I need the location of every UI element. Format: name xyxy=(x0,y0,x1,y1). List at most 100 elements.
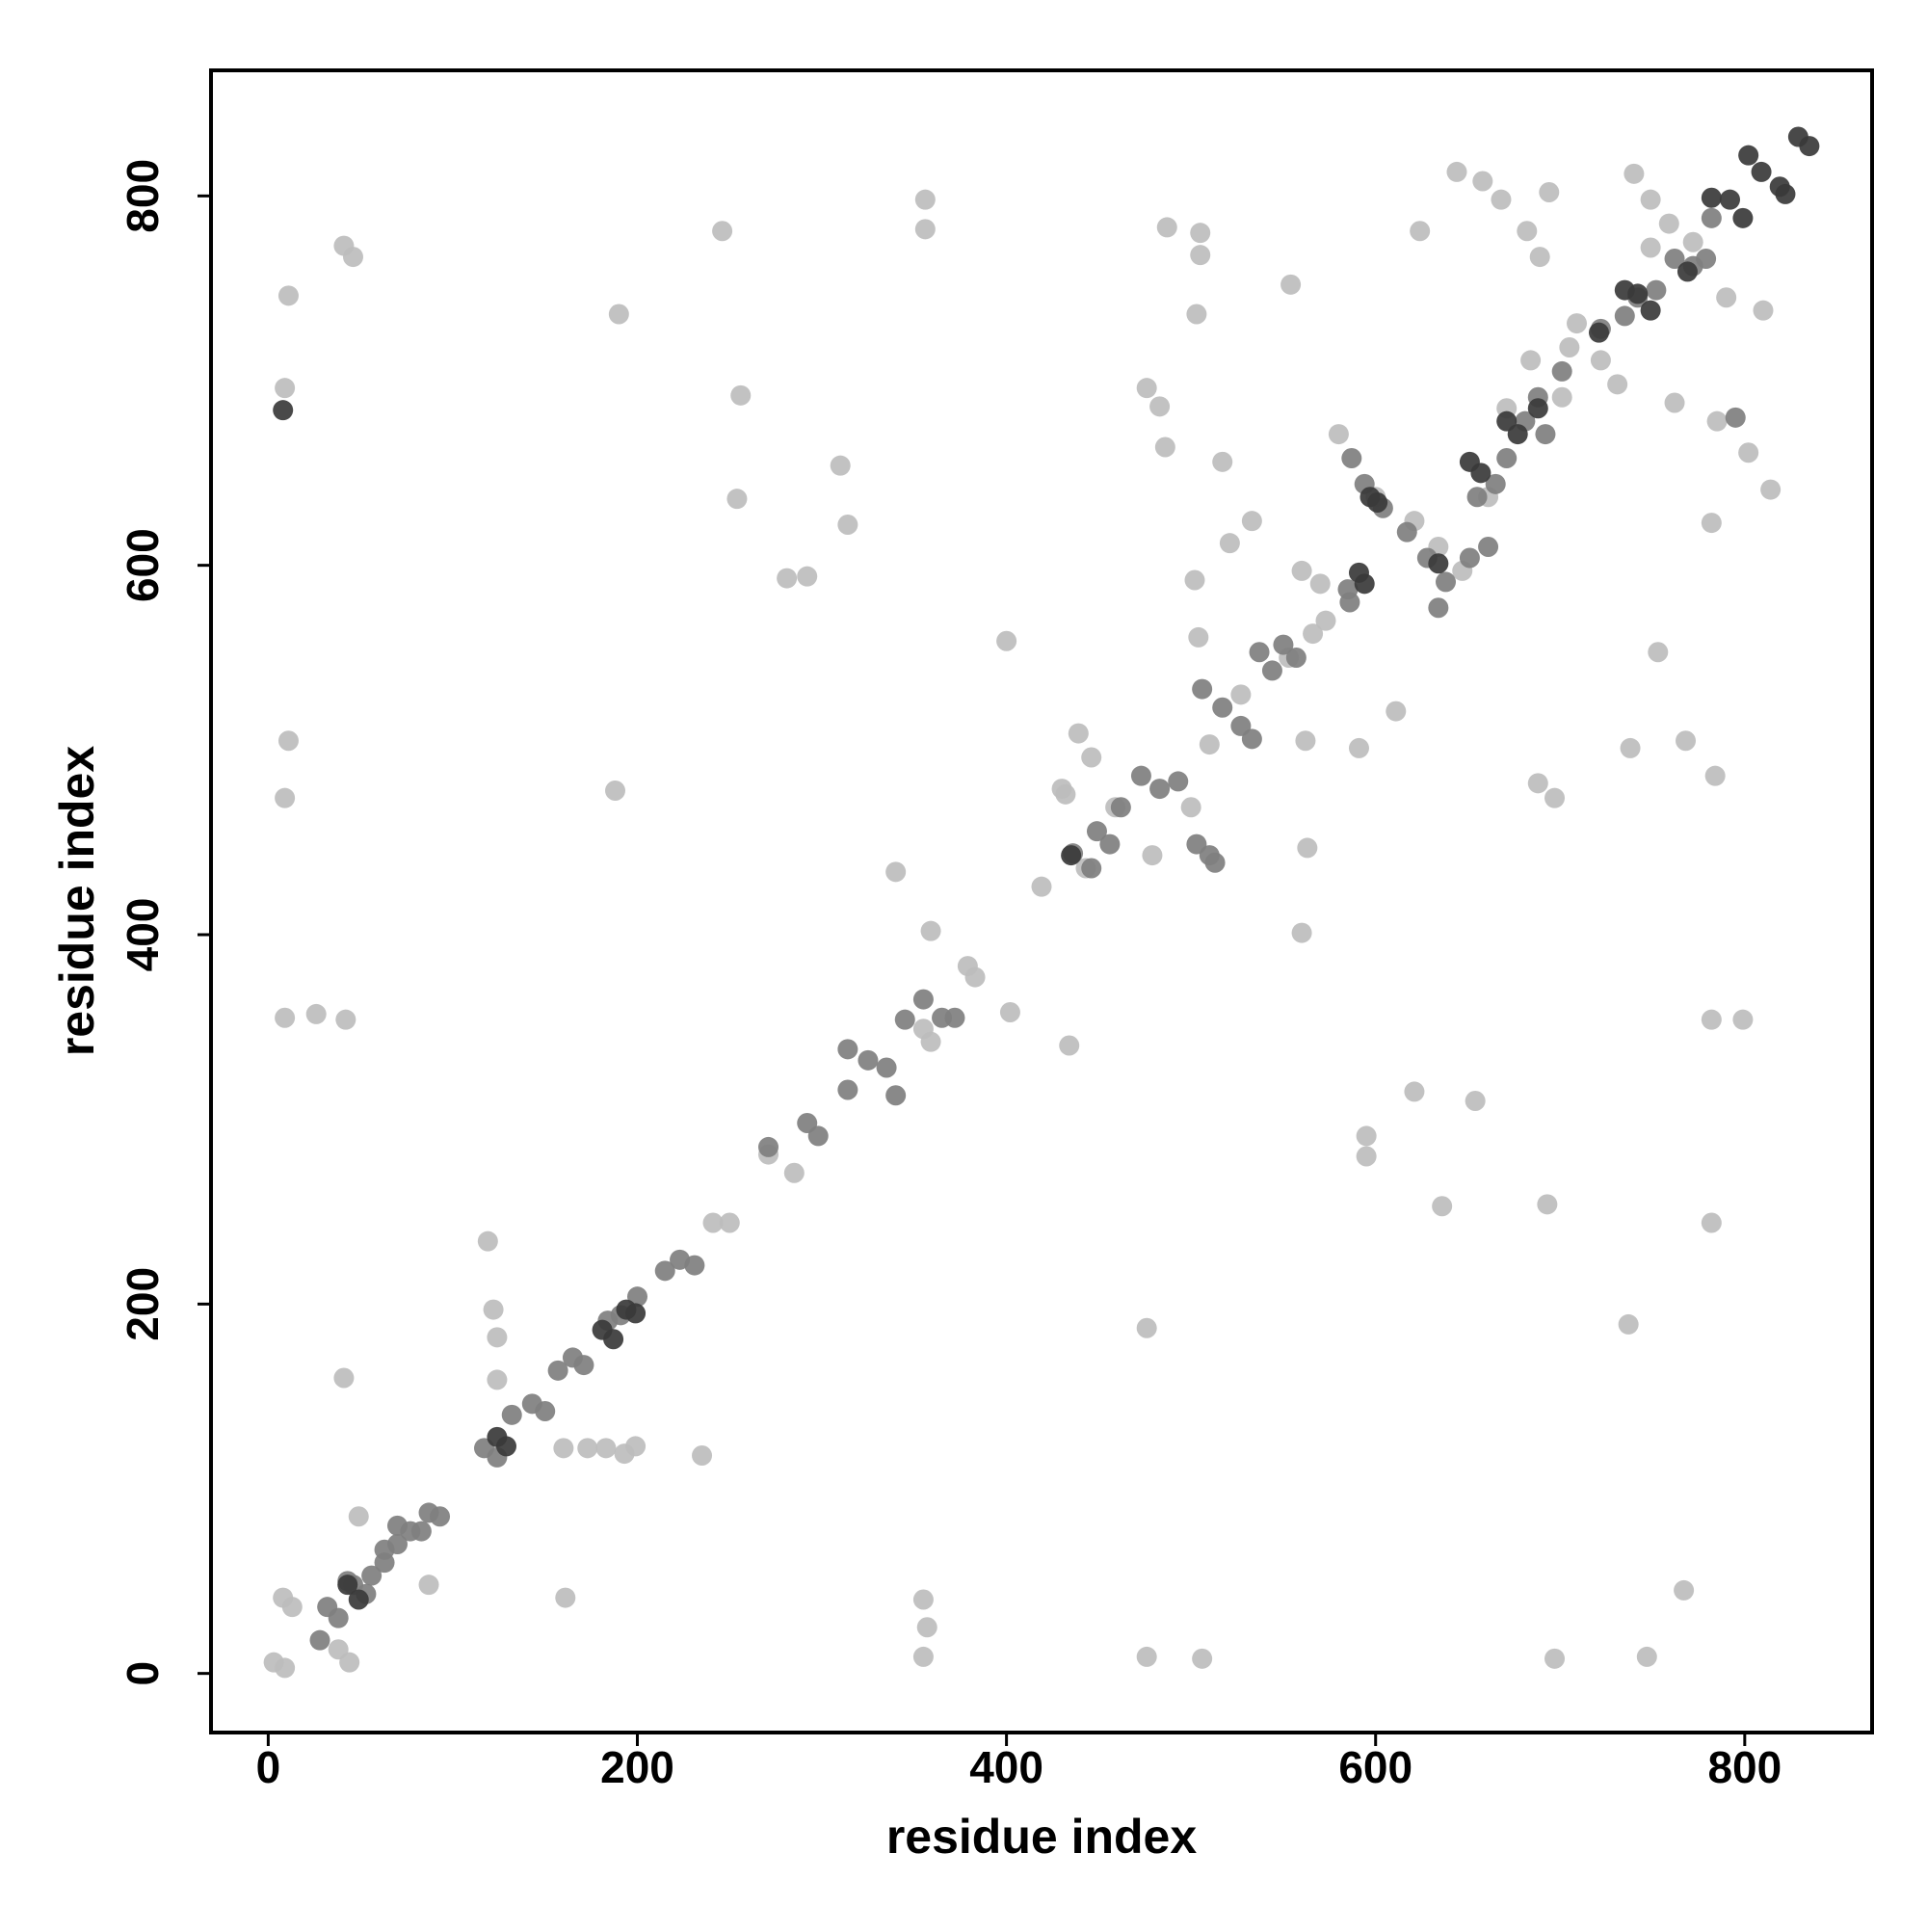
scatter-point xyxy=(837,515,858,535)
scatter-point xyxy=(342,247,363,268)
scatter-point xyxy=(1551,386,1572,408)
scatter-point xyxy=(1386,701,1407,722)
scatter-point xyxy=(1551,360,1572,382)
scatter-point xyxy=(337,1575,358,1596)
scatter-point xyxy=(348,1506,369,1527)
scatter-point xyxy=(1614,305,1635,327)
scatter-point xyxy=(335,1009,356,1030)
scatter-point xyxy=(487,1369,508,1390)
scatter-point xyxy=(483,1299,504,1320)
scatter-point xyxy=(487,1327,508,1348)
scatter-point xyxy=(1241,511,1262,532)
points xyxy=(263,126,1820,1679)
x-tick-label: 0 xyxy=(256,1742,281,1792)
scatter-point xyxy=(1348,562,1369,583)
scatter-point xyxy=(1186,304,1207,325)
scatter-point xyxy=(1537,1194,1558,1215)
scatter-point xyxy=(692,1445,713,1466)
scatter-point xyxy=(410,1521,432,1542)
x-tick-label: 400 xyxy=(969,1742,1043,1792)
scatter-point xyxy=(1459,547,1480,569)
scatter-point xyxy=(361,1565,383,1586)
scatter-point xyxy=(1061,845,1082,866)
scatter-point xyxy=(1485,473,1506,494)
scatter-point xyxy=(1720,189,1741,210)
scatter-point xyxy=(1149,779,1171,800)
scatter-point xyxy=(1180,797,1201,818)
scatter-point xyxy=(501,1404,522,1425)
scatter-point xyxy=(684,1255,705,1276)
scatter-point xyxy=(328,1607,349,1628)
scatter-point xyxy=(914,189,936,210)
scatter-point xyxy=(719,1212,740,1233)
x-axis-title: residue index xyxy=(886,1810,1198,1864)
scatter-point xyxy=(1623,163,1645,184)
scatter-point xyxy=(1136,1646,1157,1667)
scatter-point xyxy=(1291,922,1312,943)
scatter-point xyxy=(1099,834,1121,855)
scatter-point xyxy=(885,861,907,883)
scatter-point xyxy=(944,1007,965,1028)
scatter-point xyxy=(1588,322,1609,343)
scatter-point xyxy=(912,1646,934,1667)
scatter-point xyxy=(1446,161,1467,182)
scatter-point xyxy=(894,1009,915,1030)
y-tick-label: 0 xyxy=(118,1661,168,1686)
scatter-point xyxy=(1696,249,1717,269)
scatter-point xyxy=(1241,728,1262,750)
scatter-point xyxy=(964,966,986,988)
scatter-point xyxy=(608,304,629,325)
scatter-point xyxy=(1396,521,1417,543)
scatter-point xyxy=(1706,410,1728,432)
scatter-point xyxy=(1799,136,1820,157)
scatter-point xyxy=(1472,171,1493,192)
x-tick-label: 800 xyxy=(1707,1742,1782,1792)
scatter-point xyxy=(1751,161,1772,182)
scatter-point xyxy=(885,1085,907,1106)
scatter-point xyxy=(1280,274,1302,295)
scatter-point xyxy=(712,221,733,242)
scatter-point xyxy=(1192,678,1213,700)
scatter-point xyxy=(912,989,934,1010)
scatter-point xyxy=(1676,730,1697,752)
scatter-point xyxy=(275,787,296,808)
scatter-point xyxy=(535,1401,556,1421)
scatter-point xyxy=(1520,350,1542,371)
scatter-point xyxy=(876,1057,897,1078)
scatter-point xyxy=(1339,592,1360,613)
scatter-point xyxy=(277,730,299,752)
scatter-point xyxy=(1760,479,1782,500)
scatter-point xyxy=(275,1007,296,1028)
scatter-point xyxy=(1682,231,1703,252)
scatter-point xyxy=(495,1436,516,1457)
scatter-point xyxy=(1154,437,1175,458)
scatter-point xyxy=(920,920,941,941)
scatter-point xyxy=(275,1657,296,1679)
y-tick-label: 600 xyxy=(118,528,168,602)
scatter-point xyxy=(1436,571,1457,593)
x-tick-label: 600 xyxy=(1338,1742,1412,1792)
scatter-point xyxy=(1559,337,1580,357)
scatter-point xyxy=(1701,187,1722,208)
scatter-point xyxy=(1297,837,1318,859)
scatter-point xyxy=(1607,374,1628,395)
scatter-point xyxy=(1640,300,1661,321)
scatter-point xyxy=(1136,1317,1157,1338)
scatter-point xyxy=(1738,145,1759,166)
scatter-point xyxy=(1701,1212,1722,1233)
scatter-point xyxy=(726,489,748,510)
scatter-point xyxy=(1701,207,1722,228)
scatter-point xyxy=(553,1438,574,1459)
scatter-point xyxy=(333,1367,355,1389)
scatter-point xyxy=(1249,642,1270,663)
scatter-point xyxy=(1192,1648,1213,1669)
x-tick-label: 200 xyxy=(600,1742,674,1792)
scatter-point xyxy=(730,384,752,406)
scatter-point xyxy=(1149,396,1171,417)
scatter-point xyxy=(757,1136,779,1157)
scatter-point xyxy=(1701,1009,1722,1030)
scatter-point xyxy=(797,566,818,587)
scatter-point xyxy=(1627,283,1649,304)
scatter-point xyxy=(1465,1091,1486,1111)
scatter-point xyxy=(858,1049,879,1071)
